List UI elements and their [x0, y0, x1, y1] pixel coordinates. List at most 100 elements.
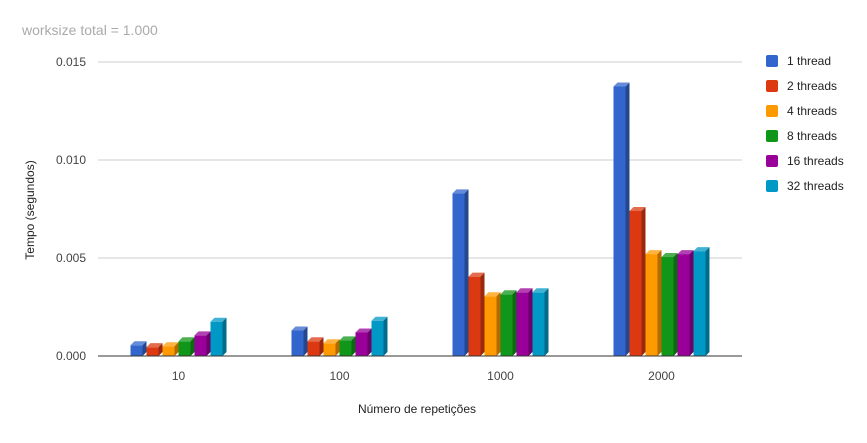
- bar: [645, 250, 662, 356]
- bar-front: [468, 276, 481, 356]
- bar: [323, 339, 340, 356]
- bar: [693, 247, 710, 356]
- bar-top: [500, 290, 517, 295]
- bar-side: [464, 189, 469, 356]
- x-axis-title: Número de repetições: [358, 402, 476, 416]
- bar-top: [661, 253, 678, 258]
- bar-side: [641, 206, 646, 356]
- bar-front: [194, 335, 207, 356]
- bar-top: [210, 317, 227, 322]
- bar-front: [484, 296, 497, 356]
- bar-top: [178, 337, 195, 342]
- y-tick-label: 0.000: [56, 349, 86, 363]
- chart-title: worksize total = 1.000: [21, 22, 158, 38]
- bar-top: [130, 341, 147, 346]
- bar-side: [657, 250, 662, 356]
- bar: [516, 288, 533, 356]
- legend-label: 4 threads: [787, 104, 837, 118]
- y-tick-label: 0.005: [56, 251, 86, 265]
- bar-side: [142, 341, 147, 356]
- legend-label: 8 threads: [787, 129, 837, 143]
- bar-front: [371, 320, 384, 356]
- bar-side: [528, 288, 533, 356]
- x-tick-label: 2000: [648, 369, 675, 383]
- bar-front: [291, 330, 304, 356]
- bar-side: [673, 253, 678, 356]
- bar: [130, 341, 147, 356]
- bar-side: [625, 82, 630, 356]
- bar-top: [307, 337, 324, 342]
- bar-top: [339, 336, 356, 341]
- bar-top: [693, 247, 710, 252]
- bar: [178, 337, 195, 356]
- bar-top: [532, 288, 549, 293]
- bar-front: [613, 86, 626, 356]
- bar-top: [629, 206, 646, 211]
- bar-top: [468, 272, 485, 277]
- bar-side: [689, 250, 694, 356]
- legend-item: 1 thread: [766, 54, 831, 68]
- bar: [291, 326, 308, 356]
- bar-side: [544, 288, 549, 356]
- bar-side: [512, 290, 517, 356]
- bar-front: [532, 292, 545, 356]
- bar-top: [162, 342, 179, 347]
- bar-front: [307, 341, 320, 356]
- bar: [210, 317, 227, 356]
- bar-front: [693, 251, 706, 356]
- legend-swatch: [766, 180, 778, 192]
- bar-side: [319, 337, 324, 356]
- bar-top: [484, 292, 501, 297]
- bar-front: [146, 347, 159, 356]
- bar-top: [613, 82, 630, 87]
- legend-label: 16 threads: [787, 154, 844, 168]
- bar-front: [323, 343, 336, 356]
- bar: [162, 342, 179, 356]
- bar-side: [335, 339, 340, 356]
- legend-item: 16 threads: [766, 154, 844, 168]
- bar-front: [355, 332, 368, 356]
- bar-front: [162, 346, 175, 356]
- axis-layer: 0.000 0.005 0.010 0.015 10 100 1000 2000: [56, 55, 742, 383]
- bar-top: [146, 343, 163, 348]
- bar-top: [645, 250, 662, 255]
- legend-swatch: [766, 105, 778, 117]
- bar-top: [323, 339, 340, 344]
- bar-side: [222, 317, 227, 356]
- y-axis-title: Tempo (segundos): [23, 160, 37, 259]
- bar-top: [355, 328, 372, 333]
- legend-item: 32 threads: [766, 179, 844, 193]
- bar: [339, 336, 356, 356]
- legend-swatch: [766, 155, 778, 167]
- bar-top: [516, 288, 533, 293]
- bar: [484, 292, 501, 356]
- bar-side: [174, 342, 179, 356]
- x-tick-label: 100: [329, 369, 349, 383]
- bar: [613, 82, 630, 356]
- bar-top: [291, 326, 308, 331]
- bar-side: [480, 272, 485, 356]
- bar-front: [130, 345, 143, 356]
- bar-top: [677, 250, 694, 255]
- legend: 1 thread 2 threads 4 threads 8 threads 16 th…: [766, 54, 844, 193]
- x-tick-label: 1000: [487, 369, 514, 383]
- bar: [500, 290, 517, 356]
- bar-front: [645, 254, 658, 356]
- bar-front: [210, 321, 223, 356]
- bar: [452, 189, 469, 356]
- legend-label: 2 threads: [787, 79, 837, 93]
- bar-front: [677, 254, 690, 356]
- legend-swatch: [766, 130, 778, 142]
- bar: [371, 316, 388, 356]
- bar-top: [452, 189, 469, 194]
- bar: [661, 253, 678, 356]
- bar-side: [367, 328, 372, 356]
- bar-front: [629, 210, 642, 356]
- bar: [355, 328, 372, 356]
- bar: [307, 337, 324, 356]
- bar-top: [194, 331, 211, 336]
- bar: [146, 343, 163, 356]
- bar: [677, 250, 694, 356]
- bar-front: [500, 294, 513, 356]
